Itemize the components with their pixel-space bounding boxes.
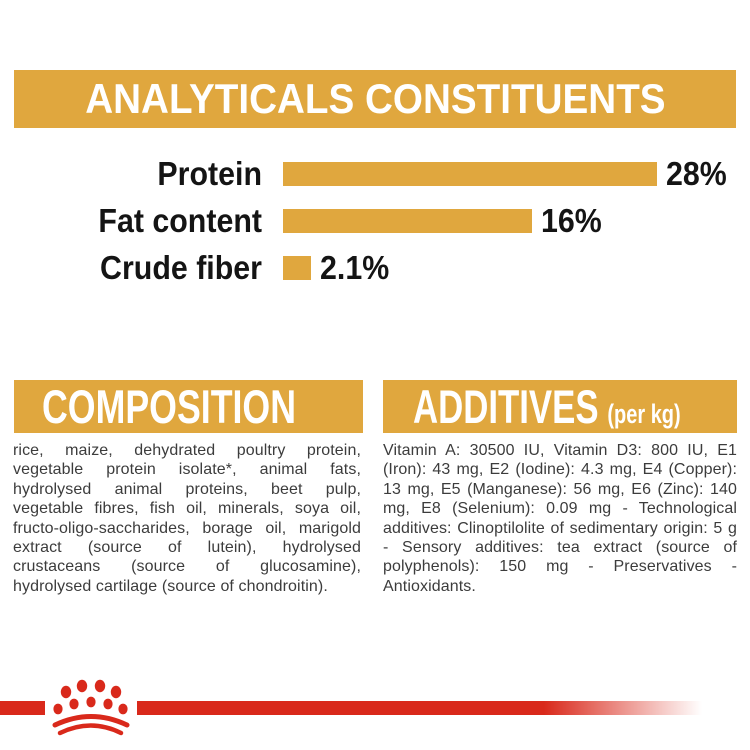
analyticals-banner: ANALYTICALS CONSTITUENTS — [14, 70, 736, 128]
crude-fiber-bar — [283, 255, 311, 280]
fat-content-bar — [283, 208, 532, 233]
protein-bar — [283, 161, 657, 186]
analyticals-title: ANALYTICALS CONSTITUENTS — [84, 75, 666, 122]
additives-unit-label: (per kg) — [607, 399, 681, 429]
composition-heading-line: COMPOSITION — [42, 379, 296, 434]
chart-row-crude-fiber: Crude fiber 2.1% — [0, 249, 750, 286]
footer-red-rule-right — [137, 701, 702, 715]
composition-banner: COMPOSITION — [14, 380, 363, 433]
additives-text: Vitamin A: 30500 IU, Vitamin D3: 800 IU,… — [383, 442, 737, 595]
chart-row-fat-content: Fat content 16% — [0, 202, 750, 239]
royal-canin-crown-paw-logo-icon — [52, 679, 130, 736]
crude-fiber-label: Crude fiber — [100, 249, 263, 286]
additives-banner: ADDITIVES (per kg) — [383, 380, 737, 433]
composition-text: rice, maize, dehydrated poultry protein,… — [13, 442, 361, 595]
fat-content-label: Fat content — [98, 202, 262, 239]
fat-content-value: 16% — [541, 202, 602, 239]
crude-fiber-value: 2.1% — [320, 249, 390, 286]
composition-heading: COMPOSITION — [42, 380, 297, 433]
protein-label: Protein — [157, 155, 262, 192]
additives-heading: ADDITIVES — [413, 380, 599, 433]
chart-row-protein: Protein 28% — [0, 155, 750, 192]
protein-value: 28% — [666, 155, 727, 192]
footer-red-rule-left — [0, 701, 45, 715]
additives-heading-line: ADDITIVES (per kg) — [413, 379, 681, 434]
